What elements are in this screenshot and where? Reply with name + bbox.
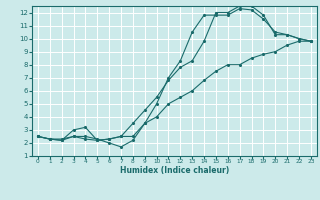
X-axis label: Humidex (Indice chaleur): Humidex (Indice chaleur) xyxy=(120,166,229,175)
